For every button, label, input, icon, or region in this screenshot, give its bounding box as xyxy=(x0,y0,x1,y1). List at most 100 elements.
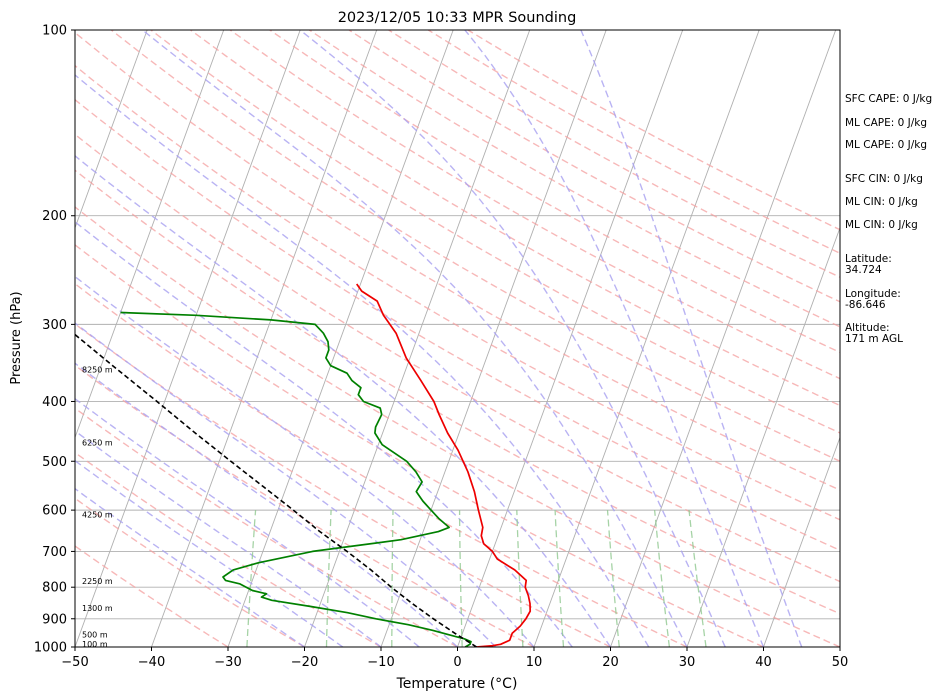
side-panel-line: Altitude: xyxy=(845,322,890,334)
dry-adiabat-line xyxy=(75,407,458,647)
side-panel-line: 34.724 xyxy=(845,264,882,276)
x-tick-label: 50 xyxy=(832,655,849,670)
isotherm-line xyxy=(380,30,607,647)
y-tick-label: 1000 xyxy=(34,641,67,656)
x-tick-label: 10 xyxy=(526,655,543,670)
moist-adiabat-lines xyxy=(75,30,803,647)
x-tick-label: 40 xyxy=(755,655,772,670)
x-axis-label: Temperature (°C) xyxy=(396,676,518,692)
side-panel-line: SFC CIN: 0 J/kg xyxy=(845,173,923,185)
moist-adiabat-line xyxy=(75,487,305,647)
isotherm-line xyxy=(75,30,301,647)
x-tick-label: 20 xyxy=(602,655,619,670)
side-panel-line: SFC CAPE: 0 J/kg xyxy=(845,93,932,105)
moist-adiabat-line xyxy=(75,154,612,647)
isotherm-line xyxy=(686,226,840,647)
chart-title: 2023/12/05 10:33 MPR Sounding xyxy=(338,10,577,26)
height-label: 2250 m xyxy=(82,577,113,586)
moist-adiabat-line xyxy=(75,275,535,647)
x-tick-label: 30 xyxy=(679,655,696,670)
y-tick-label: 100 xyxy=(42,24,67,39)
mixing-ratio-line xyxy=(325,510,332,647)
dry-adiabat-lines xyxy=(75,30,840,647)
moist-adiabat-line xyxy=(75,322,497,647)
moist-adiabat-line xyxy=(580,30,803,647)
moist-adiabat-line xyxy=(464,30,765,647)
isotherm-line xyxy=(304,30,531,647)
moist-adiabat-line xyxy=(75,221,573,647)
isotherm-line xyxy=(227,30,454,647)
sounding-series xyxy=(75,283,532,647)
mixing-ratio-line xyxy=(653,510,671,647)
side-panel-line: Latitude: xyxy=(845,253,892,265)
side-panel-entry: SFC CIN: 0 J/kg xyxy=(845,173,923,185)
dry-adiabat-line xyxy=(75,323,611,647)
x-tick-label: −50 xyxy=(61,655,88,670)
x-tick-label: −20 xyxy=(291,655,318,670)
mixing-ratio-line xyxy=(606,510,620,647)
side-panel-entry: ML CIN: 0 J/kg xyxy=(845,196,918,208)
y-tick-label: 900 xyxy=(42,612,67,627)
side-panel-line: -86.646 xyxy=(845,299,886,311)
side-panel-entry: SFC CAPE: 0 J/kg xyxy=(845,93,932,105)
mixing-ratio-line xyxy=(391,510,394,647)
side-panel-line: ML CAPE: 0 J/kg xyxy=(845,117,927,129)
isotherm-line xyxy=(151,30,378,647)
y-tick-label: 800 xyxy=(42,581,67,596)
dry-adiabat-line xyxy=(75,64,840,521)
dry-adiabat-line xyxy=(75,364,535,647)
isotherm-lines xyxy=(75,30,840,647)
mixing-ratio-line xyxy=(516,510,524,647)
side-panel-line: ML CIN: 0 J/kg xyxy=(845,219,918,231)
y-axis-label: Pressure (hPa) xyxy=(9,291,24,384)
x-tick-label: −10 xyxy=(367,655,394,670)
y-tick-label: 500 xyxy=(42,455,67,470)
dry-adiabat-line xyxy=(75,451,382,647)
isotherm-line xyxy=(610,30,837,647)
dry-adiabat-line xyxy=(75,282,688,647)
dry-adiabat-line xyxy=(75,206,840,647)
dewpoint-line xyxy=(120,311,472,647)
x-tick-label: −40 xyxy=(138,655,165,670)
parcel-path-line xyxy=(75,333,478,647)
dry-adiabat-line xyxy=(75,31,840,491)
y-tick-label: 300 xyxy=(42,318,67,333)
dry-adiabat-line xyxy=(75,98,840,552)
dry-adiabat-line xyxy=(75,133,840,583)
isotherm-line xyxy=(533,30,760,647)
isotherm-line xyxy=(75,30,225,439)
dry-adiabat-line xyxy=(229,30,840,380)
side-panel-entry: ML CAPE: 0 J/kg xyxy=(845,117,927,129)
temperature-line xyxy=(356,283,532,647)
mixing-ratio-lines xyxy=(246,510,707,647)
side-panel-line: ML CAPE: 0 J/kg xyxy=(845,139,927,151)
mixing-ratio-line xyxy=(554,510,565,647)
moist-adiabat-line xyxy=(75,362,458,647)
mixing-ratio-line xyxy=(688,510,707,647)
height-label: 100 m xyxy=(82,640,108,649)
side-panel-entry: Latitude: 34.724 xyxy=(845,253,892,276)
y-tick-label: 600 xyxy=(42,504,67,519)
side-panel-entry: ML CIN: 0 J/kg xyxy=(845,219,918,231)
mixing-ratio-line xyxy=(246,510,257,647)
x-tick-label: 0 xyxy=(453,655,461,670)
dry-adiabat-line xyxy=(269,30,840,354)
side-panel-line: ML CIN: 0 J/kg xyxy=(845,196,918,208)
y-tick-label: 700 xyxy=(42,545,67,560)
dry-adiabat-line xyxy=(75,244,764,647)
isotherm-line xyxy=(763,436,840,647)
dry-adiabat-line xyxy=(190,30,840,407)
height-label: 4250 m xyxy=(82,511,113,520)
mixing-ratio-line xyxy=(458,510,463,647)
side-panel-entry: Altitude: 171 m AGL xyxy=(845,322,903,345)
height-label: 8250 m xyxy=(82,365,113,374)
y-tick-label: 200 xyxy=(42,209,67,224)
dry-adiabat-line xyxy=(150,30,840,434)
dry-adiabat-line xyxy=(75,545,229,647)
y-tick-label: 400 xyxy=(42,395,67,410)
x-axis-ticks: −50 −40 −30 −20 −10 0 10 20 30 40 50 xyxy=(61,647,848,670)
side-panel-line: 171 m AGL xyxy=(845,333,903,345)
pressure-gridlines xyxy=(75,30,840,647)
